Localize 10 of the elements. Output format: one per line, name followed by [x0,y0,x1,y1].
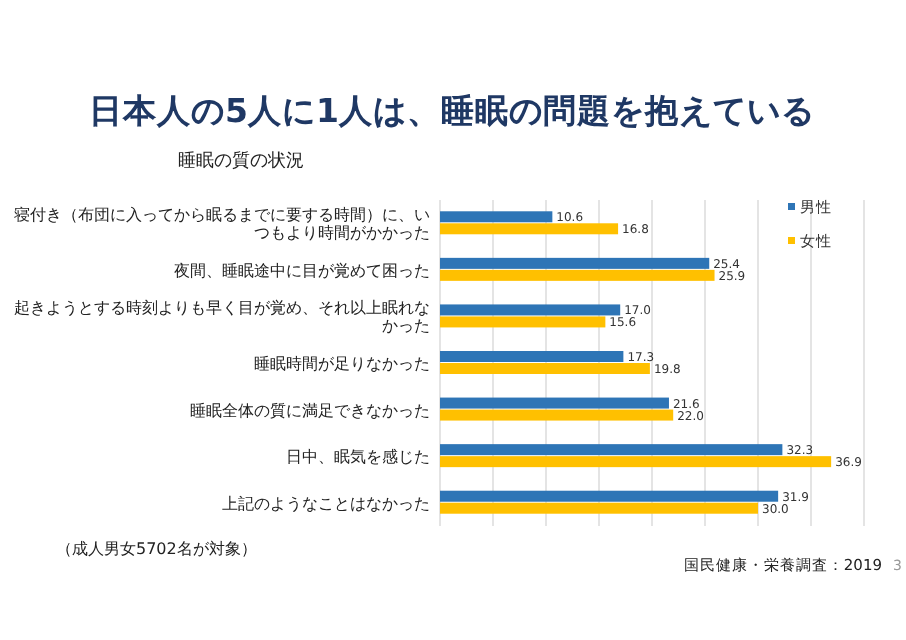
y-tick-label: 寝付き（布団に入ってから眠るまでに要する時間）に、いつもより時間がかかった [14,206,430,243]
y-tick-label: 上記のようなことはなかった [222,494,430,513]
y-tick-label: 睡眠時間が足りなかった [254,355,430,373]
y-tick-label: 起きようとする時刻よりも早く目が覚め、それ以上眠れなかった [14,299,430,336]
y-tick-label: 日中、眠気を感じた [286,448,430,467]
title: 日本人の5人に1人は、睡眠の問題を抱えている [89,92,815,130]
subtitle: 睡眠の質の状況 [178,152,304,172]
text: （成人男女5702名が対象） [56,540,257,558]
y-tick-label: 睡眠全体の質に満足できなかった [190,401,430,420]
y-tick-label: 夜間、睡眠途中に目が覚めて困った [174,261,430,280]
